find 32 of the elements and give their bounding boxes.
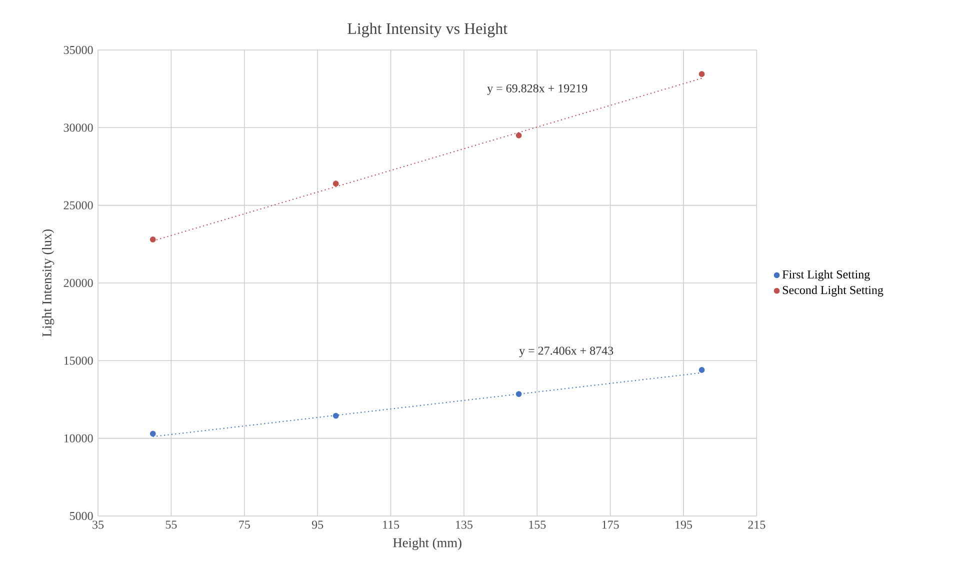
legend-label: Second Light Setting (782, 286, 884, 297)
legend-label: First Light Setting (782, 270, 870, 281)
chart-title: Light Intensity vs Height (348, 22, 508, 38)
y-axis-title: Light Intensity (lux) (42, 230, 54, 337)
y-tick-label: 10000 (64, 434, 93, 442)
x-tick-label: 75 (239, 520, 250, 529)
x-tick-label: 95 (312, 520, 324, 529)
x-tick-label: 35 (92, 520, 104, 529)
x-tick-label: 115 (383, 520, 400, 529)
x-tick-label: 195 (676, 520, 692, 529)
point (332, 180, 339, 187)
x-tick-label: 215 (748, 520, 766, 529)
x-tick-label: 135 (456, 520, 472, 529)
y-tick-label: 25000 (64, 201, 93, 210)
point (516, 391, 522, 397)
y-tick-label: 15000 (64, 356, 93, 365)
x-tick-label: 155 (529, 520, 546, 529)
x-tick-label: 175 (602, 520, 619, 529)
point (516, 132, 522, 138)
y-tick-label: 30000 (64, 124, 93, 132)
point (332, 412, 339, 419)
y-tick-label: 35000 (64, 46, 93, 54)
point (150, 236, 156, 242)
point (698, 71, 705, 78)
annotation: y = 27.406x + 8743 (519, 346, 614, 358)
annotation: y = 69.828x + 19219 (487, 84, 588, 95)
point (698, 367, 705, 373)
point (150, 430, 156, 437)
x-axis-title: Height (mm) (393, 538, 462, 550)
x-tick-label: 55 (166, 520, 177, 529)
y-tick-label: 20000 (64, 278, 93, 288)
y-tick-label: 5000 (70, 512, 93, 520)
